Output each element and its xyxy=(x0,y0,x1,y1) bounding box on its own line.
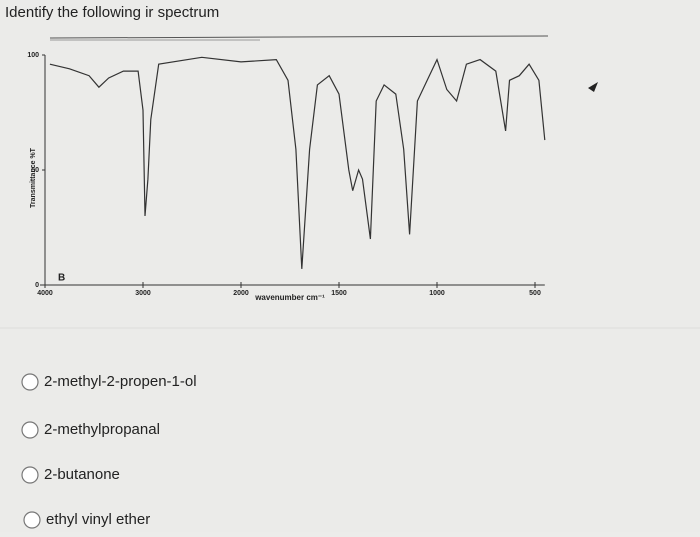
spectrum-line xyxy=(49,56,546,269)
x-tick-label: 3000 xyxy=(135,290,151,297)
x-tick-label: 2000 xyxy=(233,290,249,297)
option-label[interactable]: ethyl vinyl ether xyxy=(46,511,150,528)
y-tick-label: 100 xyxy=(27,52,39,59)
option-label[interactable]: 2-methyl-2-propen-1-ol xyxy=(44,373,197,390)
question: Identify the following ir spectrum xyxy=(5,4,219,21)
radio-button[interactable] xyxy=(21,466,39,484)
y-tick-label: 50 xyxy=(31,167,39,174)
x-tick-label: 4000 xyxy=(37,290,53,297)
radio-button[interactable] xyxy=(23,511,41,529)
y-tick-label: 0 xyxy=(35,282,39,289)
option-label[interactable]: 2-butanone xyxy=(44,466,120,483)
options: 2-methyl-2-propen-1-ol 2-methylpropanal 2-… xyxy=(21,373,197,529)
cursor xyxy=(588,82,598,92)
annotation: B xyxy=(58,273,65,284)
spectrum: 0 50 100 4000 3000 2000 1500 1000 500 xyxy=(27,52,546,297)
x-tick-label: 1500 xyxy=(331,290,347,297)
x-axis-label: wavenumber cm⁻¹ xyxy=(254,293,325,302)
radio-button[interactable] xyxy=(21,373,39,391)
divider xyxy=(49,35,549,39)
option-label[interactable]: 2-methylpropanal xyxy=(44,421,160,438)
radio-button[interactable] xyxy=(21,421,39,439)
x-tick-label: 500 xyxy=(529,290,541,297)
y-axis-label: Transmittance %T xyxy=(30,147,37,208)
x-tick-label: 1000 xyxy=(429,290,445,297)
